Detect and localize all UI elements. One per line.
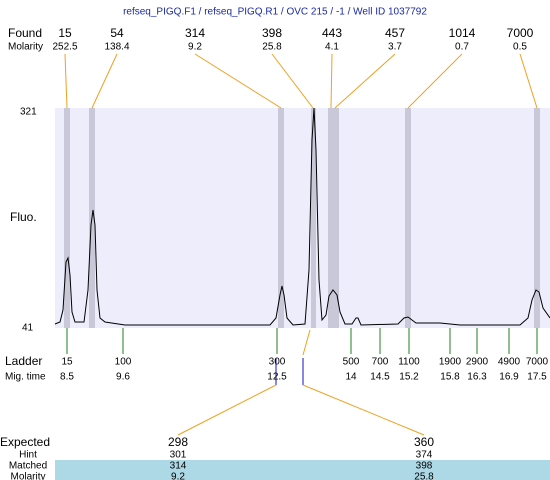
markers: [275, 358, 304, 385]
ladder-size: 500: [343, 357, 360, 368]
found-size: 15: [58, 26, 72, 40]
ladder-time: 15.8: [440, 372, 460, 383]
ladder-time: 16.9: [499, 372, 519, 383]
found-molarity: 138.4: [104, 42, 129, 53]
found-size: 314: [185, 26, 205, 40]
found-molarity: 25.8: [262, 42, 282, 53]
found-size: 1014: [449, 26, 476, 40]
found-link: [194, 53, 282, 109]
ladder-size: 15: [61, 357, 73, 368]
found-molarity: 252.5: [52, 42, 77, 53]
found-molarity: 0.7: [455, 42, 469, 53]
ladder-size: 2900: [466, 357, 489, 368]
found-size: 7000: [507, 26, 534, 40]
ladder-size: 100: [115, 357, 132, 368]
migtime-label: Mig. time: [5, 372, 46, 383]
found-molarity: 0.5: [513, 42, 527, 53]
title: refseq_PIGQ.F1 / refseq_PIGQ.R1 / OVC 21…: [123, 7, 427, 18]
ladder-time: 14: [345, 372, 357, 383]
expected-size: 360: [414, 435, 434, 449]
matched-size: 314: [170, 461, 187, 472]
found-molarity: 4.1: [325, 42, 339, 53]
ladder-size: 700: [372, 357, 389, 368]
found-size: 443: [322, 26, 342, 40]
plot-area: [55, 108, 550, 328]
ladder-time: 14.5: [370, 372, 390, 383]
hint-size: 374: [416, 450, 433, 461]
hint-label: Hint: [19, 450, 37, 461]
found-size: 457: [385, 26, 405, 40]
ladder-size: 300: [269, 357, 286, 368]
found-link: [407, 53, 463, 109]
ladder-size: 7000: [526, 357, 549, 368]
matched-size: 398: [416, 461, 433, 472]
y-min: 41: [22, 323, 34, 334]
matched-bg: [55, 460, 550, 480]
ladder-time: 9.6: [116, 372, 130, 383]
found-label: Found: [8, 26, 42, 40]
molarity-label: Molarity: [8, 42, 43, 53]
found-link: [91, 53, 118, 109]
ladder-time: 16.3: [467, 372, 487, 383]
ladder-time: 12.5: [267, 372, 287, 383]
found-link: [334, 53, 396, 109]
found-link: [64, 53, 68, 109]
ladder-size: 4900: [498, 357, 521, 368]
molarity-row-label: Molarity: [10, 472, 45, 480]
found-link: [519, 53, 538, 109]
found-link: [330, 53, 333, 109]
matched-molarity: 25.8: [414, 472, 434, 480]
ladder-size: 1100: [398, 357, 420, 368]
matched-molarity: 9.2: [171, 472, 185, 480]
ladder-label: Ladder: [5, 354, 42, 368]
ladder-size: 1900: [439, 357, 462, 368]
found-molarity: 9.2: [188, 42, 202, 53]
expected-label: Expected: [0, 435, 50, 449]
expected-links: [177, 329, 425, 436]
found-size: 398: [262, 26, 282, 40]
found-link: [271, 53, 314, 109]
ladder-time: 17.5: [527, 372, 547, 383]
matched-label: Matched: [9, 461, 47, 472]
ladder-time: 15.2: [399, 372, 419, 383]
found-size: 54: [110, 26, 124, 40]
y-label: Fluo.: [10, 210, 37, 224]
hint-size: 301: [170, 450, 187, 461]
found-molarity: 3.7: [388, 42, 402, 53]
ladder-time: 8.5: [60, 372, 74, 383]
expected-size: 298: [168, 435, 188, 449]
trace: [54, 107, 550, 326]
y-max: 321: [20, 107, 37, 118]
